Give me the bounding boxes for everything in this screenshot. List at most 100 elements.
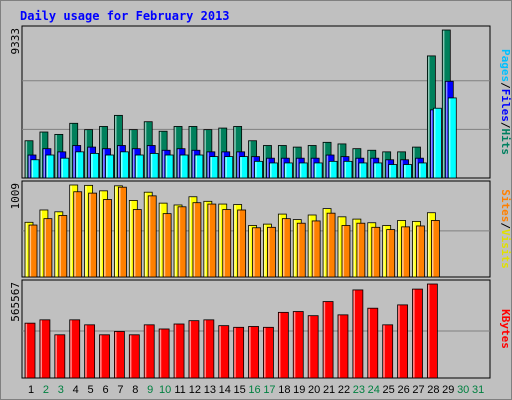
bar-kbytes-day-17 bbox=[263, 326, 274, 379]
bar-highlight bbox=[264, 224, 266, 277]
bar-highlight bbox=[144, 192, 147, 277]
bar-highlight bbox=[222, 152, 224, 178]
bar-highlight bbox=[234, 205, 236, 277]
bar-highlight bbox=[359, 163, 361, 178]
bar-sites-day-6 bbox=[103, 199, 112, 278]
bar-highlight bbox=[293, 312, 296, 378]
visits-sites-panel: 1009 Sites/Visits bbox=[9, 180, 512, 278]
bar-pages-day-4 bbox=[75, 151, 85, 179]
bar-highlight bbox=[326, 155, 329, 178]
bar-highlight bbox=[238, 210, 240, 277]
bar-highlight bbox=[383, 226, 385, 277]
bar-kbytes-day-8 bbox=[128, 334, 140, 379]
bar-highlight bbox=[43, 149, 46, 178]
bar-highlight bbox=[204, 201, 206, 277]
bar-highlight bbox=[427, 56, 430, 178]
bar-highlight bbox=[344, 161, 347, 178]
bar-highlight bbox=[368, 308, 370, 378]
bar-highlight bbox=[177, 149, 180, 178]
bar-highlight bbox=[357, 223, 359, 277]
bar-highlight bbox=[219, 326, 221, 378]
bar-highlight bbox=[135, 155, 138, 178]
bar-highlight bbox=[372, 227, 374, 277]
bar-highlight bbox=[398, 221, 400, 277]
x-tick-day-14: 14 bbox=[219, 384, 231, 396]
x-tick-day-2: 2 bbox=[43, 384, 49, 396]
bar-highlight bbox=[163, 214, 166, 277]
bar-kbytes-day-5 bbox=[84, 324, 96, 379]
bar-highlight bbox=[240, 157, 242, 178]
bar-pages-day-16 bbox=[254, 160, 263, 179]
bar-highlight bbox=[413, 147, 415, 178]
bar-sites-day-14 bbox=[222, 209, 232, 278]
bar-highlight bbox=[73, 146, 75, 178]
bar-sites-day-22 bbox=[341, 225, 351, 278]
bar-kbytes-day-18 bbox=[277, 311, 289, 379]
bar-highlight bbox=[178, 207, 181, 277]
bar-highlight bbox=[430, 110, 433, 178]
bar-highlight bbox=[115, 332, 117, 378]
bar-sites-day-21 bbox=[326, 212, 336, 278]
bar-highlight bbox=[159, 329, 162, 378]
bar-highlight bbox=[264, 327, 266, 378]
bar-highlight bbox=[308, 316, 311, 378]
x-tick-day-26: 26 bbox=[397, 384, 409, 396]
bar-highlight bbox=[129, 335, 132, 378]
bar-highlight bbox=[431, 221, 434, 277]
bar-highlight bbox=[404, 165, 406, 178]
bar-highlight bbox=[195, 155, 198, 178]
bar-highlight bbox=[58, 152, 60, 178]
bar-highlight bbox=[159, 203, 162, 277]
bar-pages-day-15 bbox=[239, 156, 249, 179]
bar-highlight bbox=[88, 147, 90, 178]
bar-highlight bbox=[55, 335, 57, 378]
bar-pages-day-18 bbox=[283, 162, 293, 179]
bar-highlight bbox=[59, 216, 61, 277]
legend-files: Files bbox=[499, 89, 512, 122]
bar-highlight bbox=[219, 204, 221, 277]
bar-highlight bbox=[85, 130, 87, 178]
bar-sites-day-4 bbox=[73, 191, 83, 278]
bar-highlight bbox=[353, 219, 355, 277]
x-tick-day-4: 4 bbox=[73, 384, 79, 396]
bar-highlight bbox=[115, 186, 117, 277]
bar-highlight bbox=[25, 222, 28, 277]
bar-highlight bbox=[148, 196, 151, 277]
bar-highlight bbox=[386, 160, 388, 178]
x-tick-day-9: 9 bbox=[147, 384, 153, 396]
bar-highlight bbox=[427, 213, 430, 277]
bar-highlight bbox=[204, 320, 206, 378]
x-tick-day-22: 22 bbox=[338, 384, 350, 396]
day-axis: 1 2 3 4 5 6 7 8 9 10 11 12 13 14 15 16 17 18 19 20 21 22 23 24 2… bbox=[28, 384, 484, 396]
bar-highlight bbox=[174, 127, 177, 178]
x-tick-day-28: 28 bbox=[427, 384, 439, 396]
bar-highlight bbox=[323, 209, 326, 277]
bar-pages-day-29 bbox=[447, 97, 457, 179]
bar-highlight bbox=[416, 158, 418, 178]
bar-kbytes-day-22 bbox=[337, 314, 349, 379]
x-tick-day-30: 30 bbox=[457, 384, 469, 396]
x-tick-day-18: 18 bbox=[278, 384, 290, 396]
bar-pages-day-19 bbox=[298, 162, 308, 179]
bar-highlight bbox=[115, 115, 117, 178]
bar-highlight bbox=[267, 158, 269, 178]
bar-pages-day-10 bbox=[164, 154, 174, 179]
bar-highlight bbox=[193, 203, 196, 277]
x-tick-day-19: 19 bbox=[293, 384, 305, 396]
bar-kbytes-day-20 bbox=[307, 315, 319, 379]
bar-highlight bbox=[398, 305, 400, 378]
bar-pages-day-20 bbox=[313, 162, 323, 179]
bar-sites-day-7 bbox=[118, 186, 127, 278]
bar-highlight bbox=[31, 160, 34, 178]
bar-highlight bbox=[448, 98, 451, 178]
bar-highlight bbox=[207, 152, 209, 178]
bar-highlight bbox=[353, 290, 355, 378]
bar-highlight bbox=[281, 158, 284, 178]
bar-highlight bbox=[70, 185, 72, 277]
bar-highlight bbox=[225, 157, 227, 178]
bar-sites-day-11 bbox=[177, 206, 187, 278]
x-tick-day-1: 1 bbox=[28, 384, 34, 396]
side-legend: Pages/Files/Hits bbox=[499, 49, 512, 155]
bar-highlight bbox=[223, 210, 225, 277]
